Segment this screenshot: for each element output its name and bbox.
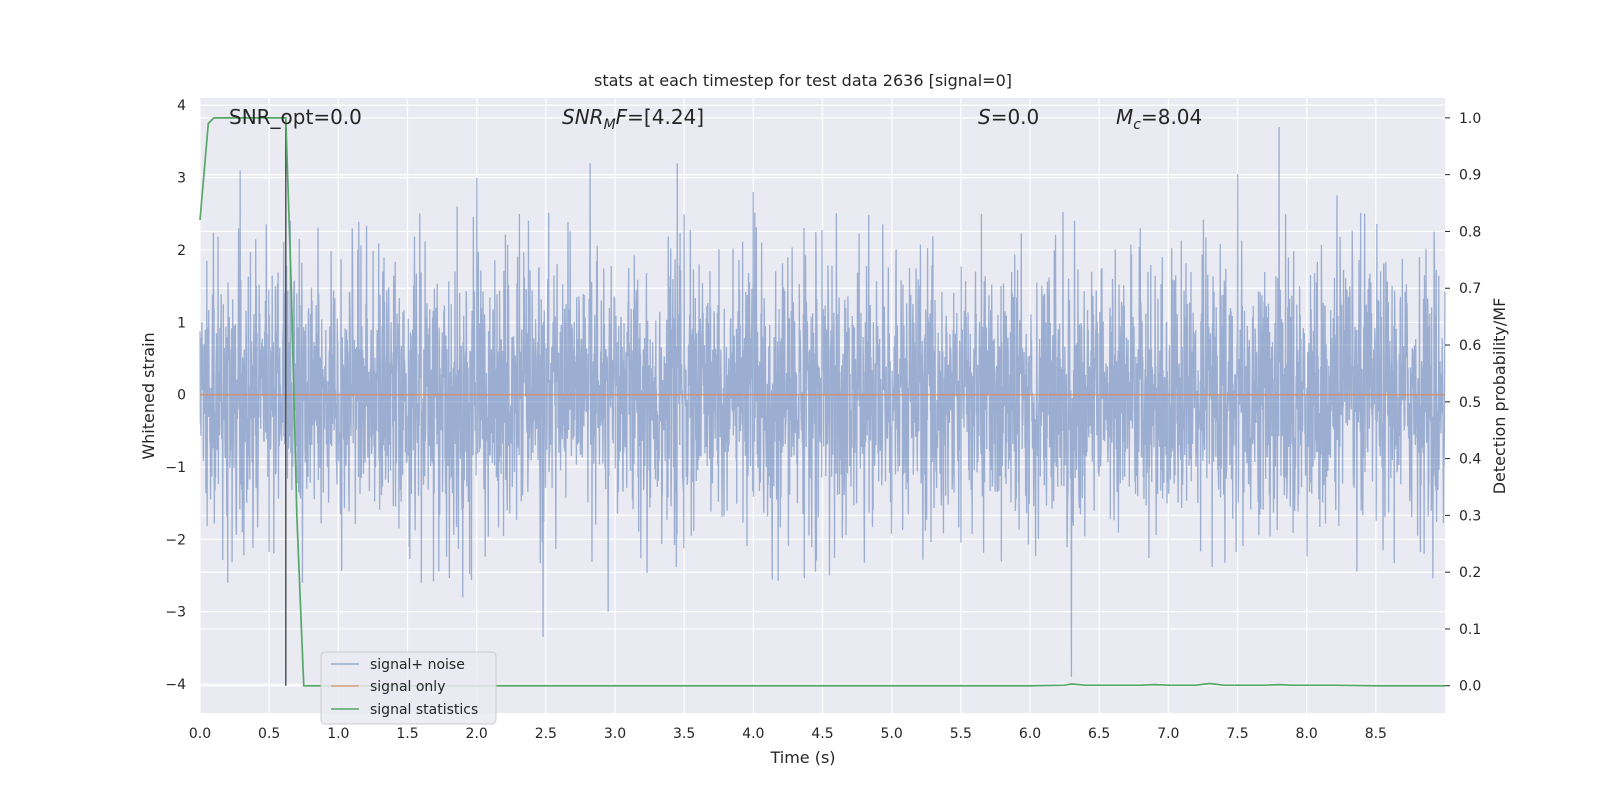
annotation-snr-mf-f: F	[616, 105, 628, 129]
y-tick-label: 0	[177, 388, 186, 404]
y-tick-label: 3	[177, 171, 186, 187]
annotation-mc: Mc=8.04	[1116, 105, 1202, 133]
annotation-snr-mf: SNRMF=[4.24]	[562, 105, 704, 133]
y2-tick-label: 0.7	[1459, 281, 1481, 297]
y-tick-label: −2	[165, 532, 186, 548]
annotation-snr-mf-subscript: M	[604, 117, 616, 133]
y2-axis-ticks: 1.0 0.9 0.8 0.7 0.6 0.5 0.4 0.3 0.2 0.1 0.0	[1445, 111, 1481, 695]
legend-entry-signal-only: signal only	[370, 679, 445, 695]
y2-tick-label: 0.0	[1459, 679, 1481, 695]
annotation-mc-symbol: M	[1116, 105, 1133, 129]
y2-tick-label: 0.3	[1459, 508, 1481, 524]
x-tick-label: 6.5	[1088, 726, 1110, 742]
legend: signal+ noise signal only signal statist…	[320, 651, 497, 725]
annotation-s-symbol: S	[978, 105, 991, 129]
y2-tick-label: 0.4	[1459, 452, 1481, 468]
x-tick-label: 5.0	[881, 726, 903, 742]
x-tick-label: 7.5	[1226, 726, 1248, 742]
y2-tick-label: 0.5	[1459, 395, 1481, 411]
y2-tick-label: 0.1	[1459, 622, 1481, 638]
y2-tick-label: 0.9	[1459, 168, 1481, 184]
x-tick-label: 1.0	[327, 726, 349, 742]
y-tick-label: 1	[177, 315, 186, 331]
legend-entry-signal-statistics: signal statistics	[370, 702, 478, 718]
y-axis-label: Whitened strain	[139, 332, 158, 459]
x-tick-label: 2.0	[466, 726, 488, 742]
y-axis-ticks: 4 3 2 1 0 −1 −2 −3 −4	[165, 98, 186, 693]
legend-entry-signal-noise: signal+ noise	[370, 657, 465, 673]
annotation-snr-mf-value: =[4.24]	[627, 105, 704, 129]
x-axis-ticks: 0.0 0.5 1.0 1.5 2.0 2.5 3.0 3.5 4.0 4.5 5.0 5.5 6.0 6…	[189, 726, 1387, 742]
series-signal-noise	[199, 126, 1446, 677]
annotation-snr-mf-rest-italic: F=[4.24]	[616, 105, 704, 129]
x-tick-label: 3.0	[604, 726, 626, 742]
y2-tick-label: 0.2	[1459, 565, 1481, 581]
x-tick-label: 7.0	[1157, 726, 1179, 742]
x-axis-label: Time (s)	[769, 748, 835, 767]
legend-box	[320, 651, 497, 725]
series-signal-statistics	[199, 117, 1445, 687]
annotation-s: S=0.0	[978, 105, 1039, 129]
annotation-snr-mf-symbol: SNR	[562, 105, 604, 129]
annotation-snr-opt: SNR_opt=0.0	[229, 105, 362, 129]
y2-tick-label: 0.6	[1459, 338, 1481, 354]
x-tick-label: 2.5	[535, 726, 557, 742]
x-tick-label: 5.5	[950, 726, 972, 742]
x-tick-label: 0.5	[258, 726, 280, 742]
x-tick-label: 4.0	[742, 726, 764, 742]
chart-title: stats at each timestep for test data 263…	[594, 71, 1012, 90]
x-tick-label: 6.0	[1019, 726, 1041, 742]
x-tick-label: 8.5	[1365, 726, 1387, 742]
y2-tick-label: 1.0	[1459, 111, 1481, 127]
y-tick-label: 2	[177, 243, 186, 259]
y2-tick-label: 0.8	[1459, 224, 1481, 240]
y2-axis-label: Detection probability/MF	[1490, 298, 1509, 495]
y-tick-label: −4	[165, 677, 186, 693]
annotation-mc-value: =8.04	[1141, 105, 1202, 129]
y-tick-label: −3	[165, 605, 186, 621]
x-tick-label: 3.5	[673, 726, 695, 742]
y-tick-label: −1	[165, 460, 186, 476]
x-tick-label: 4.5	[811, 726, 833, 742]
x-tick-label: 8.0	[1296, 726, 1318, 742]
x-tick-label: 1.5	[396, 726, 418, 742]
line-signal-noise	[199, 126, 1446, 677]
annotation-mc-subscript: c	[1133, 117, 1141, 133]
annotation-s-value: =0.0	[991, 105, 1040, 129]
y-tick-label: 4	[177, 98, 186, 114]
x-tick-label: 0.0	[189, 726, 211, 742]
line-signal-statistics	[199, 117, 1445, 687]
